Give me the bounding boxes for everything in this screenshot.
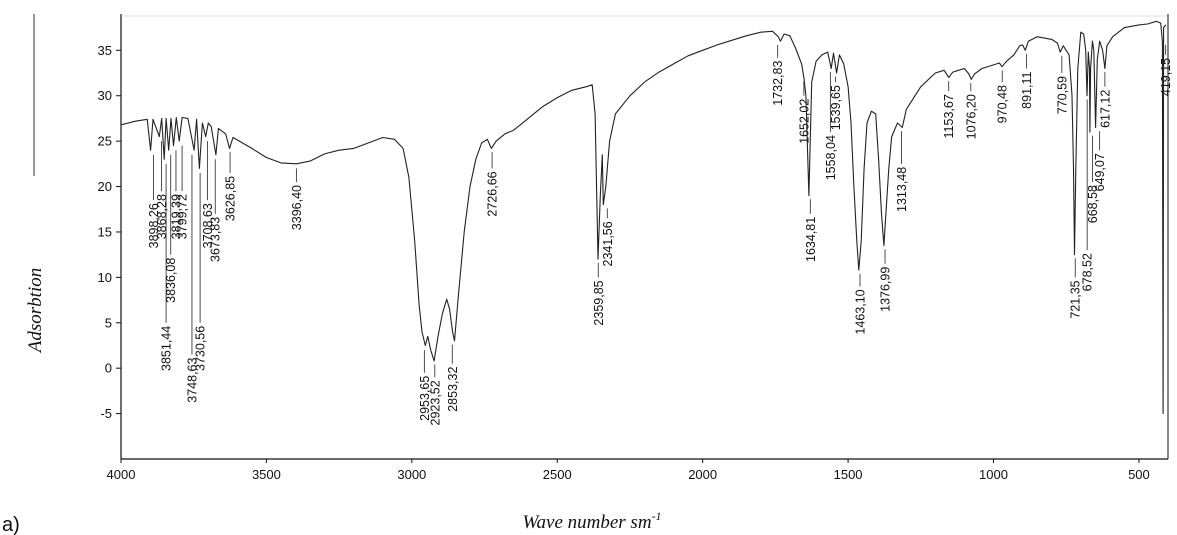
x-tick-label: 1000 (979, 467, 1008, 482)
peak-label: 1153,67 (942, 94, 956, 138)
y-tick-label: 0 (105, 361, 112, 376)
y-tick-label: 35 (98, 43, 112, 58)
peak-label: 1313,48 (895, 167, 909, 212)
peak-label: 419,15 (1159, 58, 1173, 96)
peak-label: 3748,63 (186, 358, 200, 403)
peak-label: 3708,63 (201, 203, 215, 248)
panel-label: a) (2, 514, 20, 535)
peak-label: 3819,39 (170, 194, 184, 239)
y-tick-label: 15 (98, 224, 112, 239)
peak-label: 678,52 (1081, 253, 1095, 291)
peak-label: 1652,02 (797, 99, 811, 144)
x-tick-label: 500 (1128, 467, 1150, 482)
peak-label: 1539,65 (829, 85, 843, 130)
x-tick-label: 1500 (834, 467, 863, 482)
peak-label: 2953,65 (418, 376, 432, 421)
x-tick-label: 3500 (252, 467, 281, 482)
peak-label: 668,58 (1086, 185, 1100, 223)
x-tick-label: 2500 (543, 467, 572, 482)
peak-label: 3673,83 (209, 217, 223, 262)
x-tick-label: 4000 (107, 467, 136, 482)
y-tick-label: 30 (98, 88, 112, 103)
peak-label: 1463,10 (854, 289, 868, 334)
x-tick-label: 3000 (397, 467, 426, 482)
peak-label: 2726,66 (486, 171, 500, 216)
peak-label: 3626,85 (224, 176, 238, 221)
peak-label: 3799,72 (176, 194, 190, 239)
peak-label: 2359,85 (592, 280, 606, 325)
peak-label: 3730,56 (194, 326, 208, 371)
peak-label: 3868,28 (155, 194, 169, 239)
peak-label: 2923,52 (428, 380, 442, 425)
peak-label: 891,11 (1020, 71, 1034, 108)
y-axis-ticks: -5 0 5 10 15 20 25 30 35 (98, 43, 121, 421)
peak-label: 2341,56 (601, 221, 615, 266)
peak-label: 1376,99 (879, 267, 893, 312)
peak-label: 1634,81 (804, 217, 818, 262)
y-tick-label: 10 (98, 270, 112, 285)
peak-label: 770,59 (1055, 76, 1069, 114)
peak-label: 2853,32 (446, 367, 460, 412)
x-axis-title-superscript: -1 (652, 509, 662, 523)
peak-label: 721,35 (1069, 280, 1083, 318)
y-tick-label: 20 (98, 179, 112, 194)
y-tick-label: -5 (100, 406, 112, 421)
x-axis-ticks: 4000 3500 3000 2500 2000 1500 1000 500 (107, 459, 1150, 482)
x-axis-title-main: Wave number sm (522, 512, 651, 533)
y-axis-title: Adsorbtion (25, 268, 46, 354)
peak-label: 1076,20 (964, 94, 978, 139)
peak-label: 3836,08 (164, 258, 178, 303)
spectrum-series-line (120, 20, 1167, 415)
peak-label: 3898,26 (147, 203, 161, 248)
y-tick-label: 25 (98, 134, 112, 149)
peak-label: 3851,44 (160, 326, 174, 371)
x-axis-title: Wave number sm-1 (522, 509, 661, 533)
peak-label: 649,07 (1093, 153, 1107, 191)
peak-label: 1732,83 (771, 61, 785, 106)
x-tick-label: 2000 (688, 467, 717, 482)
peak-label: 617,12 (1098, 90, 1112, 128)
peak-label: 1558,04 (824, 135, 838, 180)
y-tick-label: 5 (105, 315, 112, 330)
peak-label: 970,48 (996, 85, 1010, 123)
peak-label: 3396,40 (290, 185, 304, 230)
